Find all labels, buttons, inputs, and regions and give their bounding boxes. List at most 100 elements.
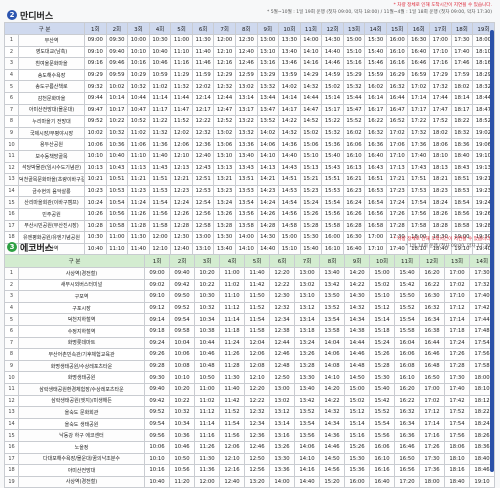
stop-number: 7 — [4, 103, 19, 117]
departure-time: 11:56 — [148, 207, 172, 221]
departure-time: 14:44 — [344, 336, 370, 350]
departure-time: 10:10 — [169, 371, 195, 384]
departure-time: 10:16 — [144, 464, 170, 477]
departure-time: 10:32 — [169, 406, 195, 419]
departure-time: 10:46 — [169, 440, 195, 454]
departure-time: 17:17 — [407, 103, 430, 117]
departure-time: 12:32 — [244, 406, 270, 419]
departure-time: 12:22 — [244, 394, 270, 408]
departure-time: 10:08 — [169, 359, 195, 373]
column-header-trip: 8회 — [319, 254, 345, 268]
stop-number: 7 — [4, 336, 19, 350]
column-header-trip: 13회 — [342, 22, 366, 35]
departure-time: 16:20 — [394, 382, 420, 396]
departure-time: 10:58 — [105, 219, 129, 233]
departure-time: 17:54 — [469, 336, 495, 350]
departure-time: 09:16 — [84, 57, 107, 70]
departure-time: 09:14 — [144, 313, 170, 326]
table-row: 5 덕천지하철역 09:14 09:54 10:34 11:14 11:54 12:34 13:… — [4, 313, 495, 326]
departure-time: 13:43 — [234, 161, 258, 175]
departure-time: 14:00 — [299, 34, 323, 47]
departure-time: 13:26 — [294, 348, 320, 361]
highlight-marker — [490, 262, 494, 472]
departure-time: 11:56 — [219, 429, 245, 442]
departure-time: 11:58 — [148, 219, 172, 233]
departure-time: 10:17 — [105, 103, 129, 117]
departure-time: 13:12 — [294, 301, 320, 315]
stop-name: 덕천골목문화마을(초량이바구길) — [18, 173, 85, 186]
departure-time: 12:16 — [213, 57, 236, 70]
stop-name: 아미산전망대(몰운대) — [18, 103, 85, 117]
departure-time: 11:10 — [219, 290, 245, 303]
column-header-trip: 5회 — [170, 22, 193, 35]
departure-time: 16:02 — [342, 126, 366, 140]
departure-time: 09:00 — [84, 34, 107, 47]
departure-time: 11:36 — [194, 464, 220, 477]
departure-time: 11:02 — [127, 126, 150, 140]
departure-time: 14:14 — [278, 91, 301, 105]
departure-time: 17:32 — [469, 278, 495, 292]
departure-time: 17:53 — [407, 184, 430, 198]
departure-time: 09:58 — [169, 324, 195, 338]
departure-time: 13:52 — [256, 115, 280, 128]
departure-time: 09:52 — [144, 406, 170, 419]
departure-time: 16:06 — [369, 440, 395, 454]
departure-time: 18:28 — [429, 219, 452, 233]
departure-time: 12:28 — [170, 219, 193, 233]
departure-time: 10:23 — [84, 184, 107, 198]
departure-time: 13:46 — [278, 57, 301, 70]
departure-time: 12:46 — [269, 348, 295, 361]
departure-time: 16:46 — [419, 348, 445, 361]
departure-time: 13:16 — [256, 57, 280, 70]
departure-time: 11:26 — [194, 440, 220, 454]
stop-name: 노을정 — [18, 440, 145, 454]
departure-time: 11:36 — [148, 138, 172, 151]
departure-time: 18:53 — [450, 184, 474, 198]
departure-time: 09:26 — [144, 348, 170, 361]
departure-time: 15:47 — [342, 103, 366, 117]
departure-time: 16:59 — [407, 68, 430, 82]
departure-time: 18:14 — [450, 91, 474, 105]
stop-number: 18 — [4, 464, 19, 477]
departure-time: 11:52 — [219, 406, 245, 419]
departure-time: 16:56 — [394, 464, 420, 477]
table-row: 18 유엔평화공원/유엔기념공원 10:30 11:00 11:30 12:00 12:30… — [4, 231, 495, 244]
departure-time: 10:28 — [84, 219, 107, 233]
departure-time: 14:06 — [294, 440, 320, 454]
table-row: 7 화명롯데마트 09:24 10:04 10:44 11:24 12:04 12:44 13:… — [4, 336, 495, 350]
stop-name: 용두산공원 — [18, 138, 85, 151]
departure-time: 17:54 — [444, 417, 470, 431]
stop-name: 낙동강 하구 에코센터 — [18, 429, 145, 442]
departure-time: 17:56 — [407, 207, 430, 221]
departure-time: 11:54 — [219, 417, 245, 431]
table-row: 14 금수현의 음악살롱 10:23 10:53 11:23 11:53 12:23 12:5… — [4, 184, 495, 198]
departure-time: 10:52 — [127, 115, 150, 128]
departure-time: 17:26 — [419, 440, 445, 454]
departure-time: 11:40 — [219, 382, 245, 396]
departure-time: 16:10 — [394, 371, 420, 384]
departure-time: 13:56 — [294, 429, 320, 442]
departure-time: 13:40 — [234, 149, 258, 163]
departure-time: 14:32 — [344, 301, 370, 315]
departure-time: 10:50 — [169, 452, 195, 466]
departure-time: 16:22 — [419, 278, 445, 292]
departure-time: 09:47 — [84, 103, 107, 117]
departure-time: 15:12 — [344, 406, 370, 419]
schedule-note: * 1일 14회 운행 (첫차 09:00, 막차 17:30) — [405, 244, 492, 249]
departure-time: 11:40 — [244, 267, 270, 280]
departure-time: 16:53 — [364, 184, 387, 198]
departure-time: 11:10 — [170, 45, 193, 59]
table-row: 13 덕천골목문화마을(초량이바구길) 10:21 10:51 11:21 11:51 12… — [4, 173, 495, 186]
departure-time: 14:40 — [278, 149, 301, 163]
stop-number: 17 — [4, 452, 19, 466]
departure-time: 17:40 — [444, 382, 470, 396]
departure-time: 12:06 — [219, 440, 245, 454]
table-row: 8 누리마을기 전망대 09:52 10:22 10:52 11:22 11:52 12:22… — [4, 115, 495, 128]
stop-name: 구포역 — [18, 290, 145, 303]
stop-number: 16 — [4, 207, 19, 221]
departure-time: 17:16 — [429, 57, 452, 70]
departure-time: 15:02 — [321, 80, 344, 93]
column-header-trip: 3회 — [127, 22, 150, 35]
departure-time: 13:06 — [213, 138, 236, 151]
departure-time: 17:00 — [419, 382, 445, 396]
